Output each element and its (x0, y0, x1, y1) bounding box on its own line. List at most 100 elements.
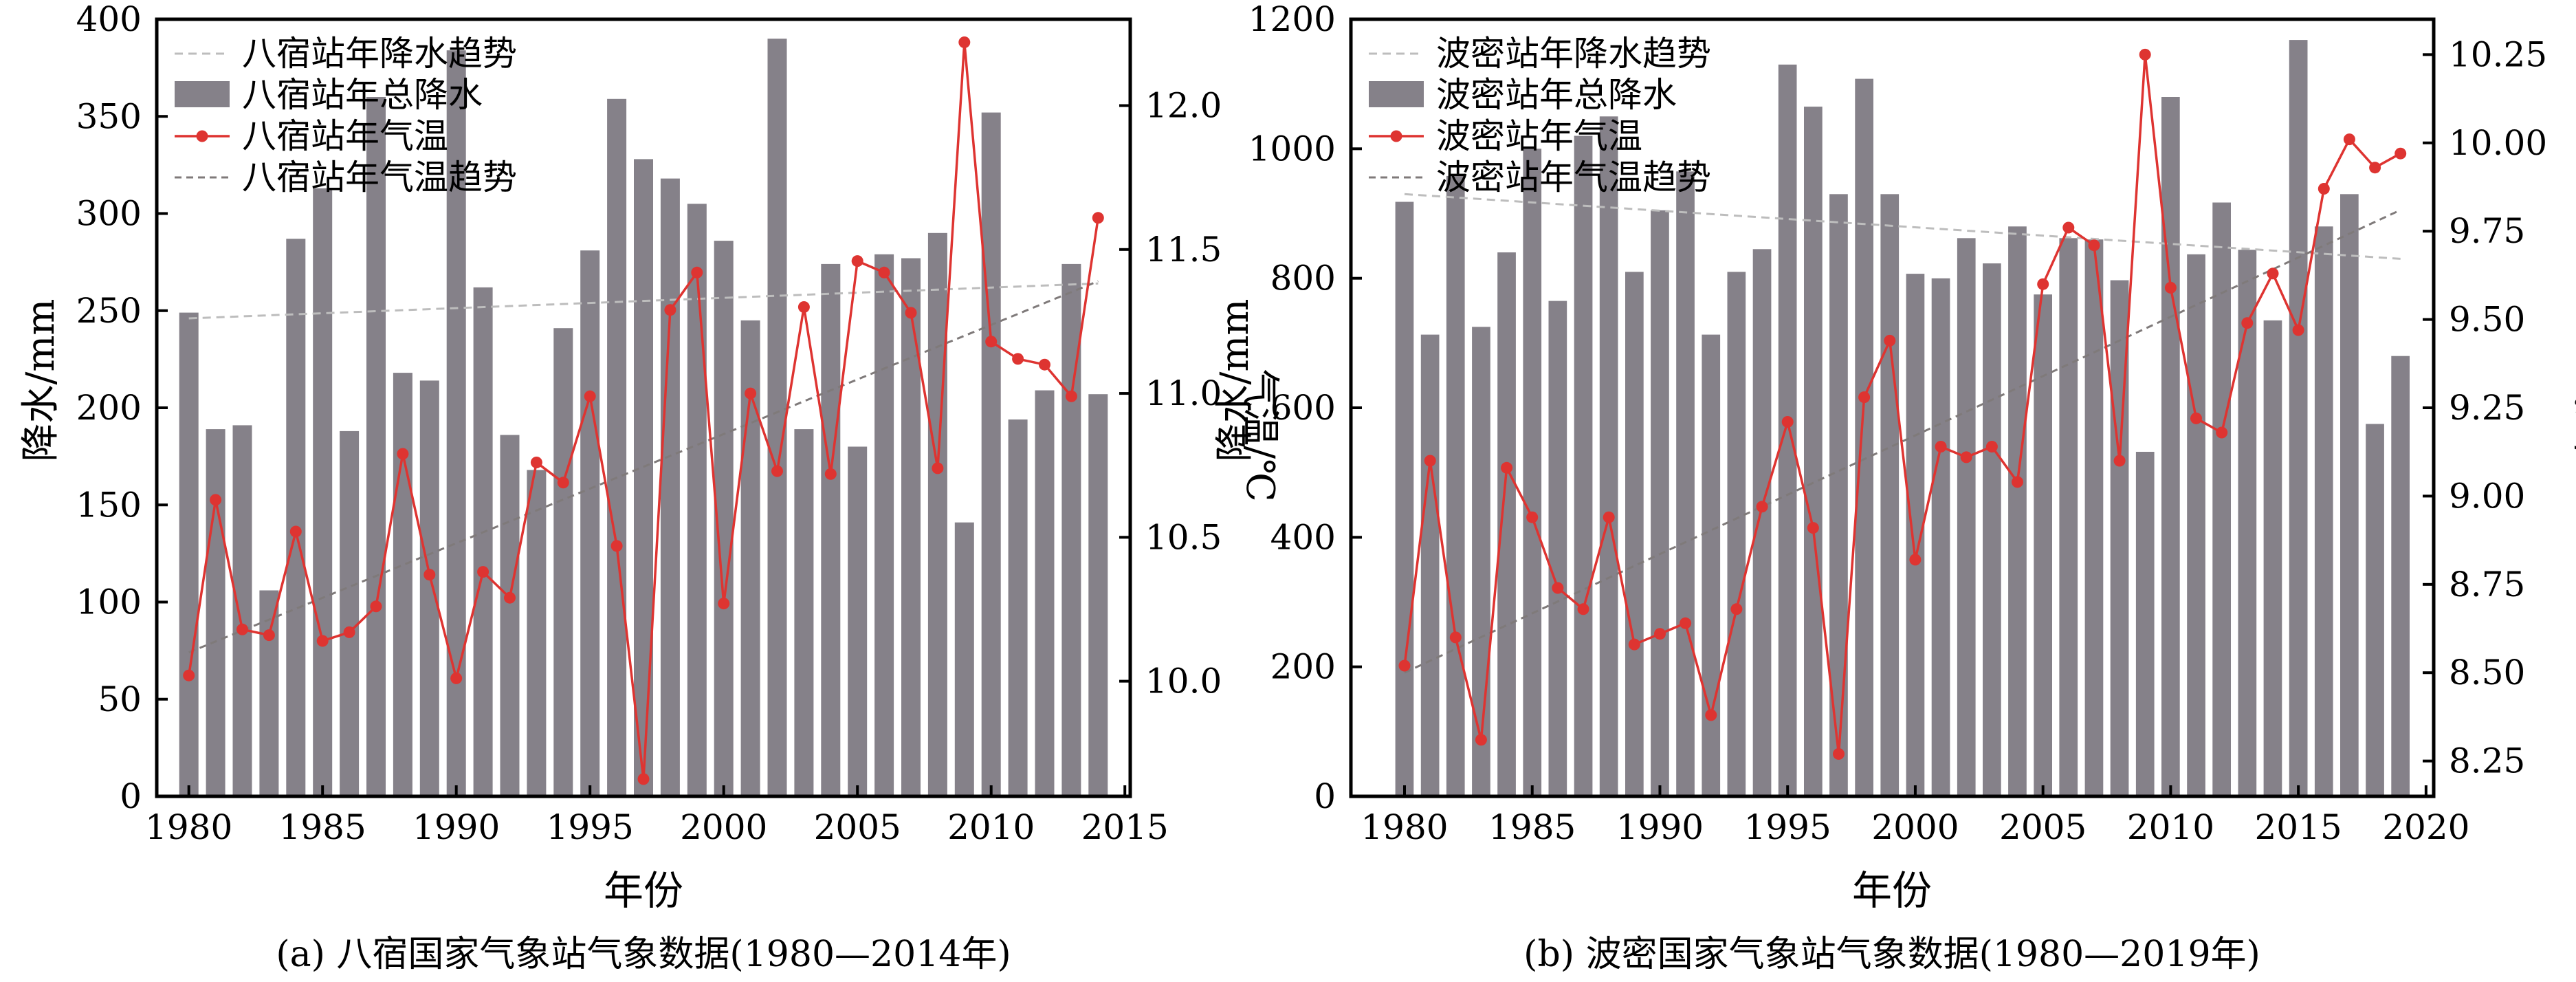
c0-precip-bar-1987 (366, 97, 386, 796)
c1-temp-point-2013 (2241, 317, 2254, 329)
c0-precip-bar-1984 (286, 239, 306, 796)
c1-temp-point-2002 (1960, 451, 1972, 463)
c0-precip-bar-2010 (981, 112, 1001, 797)
c0-precip-bar-1998 (660, 178, 680, 797)
c0-x-axis-label: 年份 (604, 867, 683, 914)
c0-x-tick-label: 2010 (947, 807, 1035, 847)
c0-x-tick-label: 1980 (145, 807, 232, 847)
c0-precip-bar-2005 (848, 446, 868, 796)
c1-y-left-tick-label: 1000 (1248, 129, 1336, 168)
c1-temp-point-1980 (1398, 659, 1411, 672)
c1-precip-bar-1992 (1702, 334, 1721, 797)
c1-temp-point-2015 (2292, 324, 2304, 336)
c0-precip-bar-1985 (313, 188, 333, 796)
c0-temp-point-1985 (316, 635, 329, 647)
c0-temp-point-2011 (1012, 353, 1024, 365)
c1-x-tick-label: 1980 (1361, 807, 1448, 847)
c1-y-right-tick-label: 8.25 (2449, 741, 2525, 781)
c0-precip-bar-1986 (340, 430, 360, 796)
c0-precip-bar-2011 (1008, 419, 1028, 796)
c1-legend-label: 波密站年气温趋势 (1436, 157, 1711, 197)
c0-precip-bar-2007 (901, 258, 921, 796)
c0-temp-point-1994 (557, 477, 569, 489)
c0-temp-point-2000 (718, 598, 730, 610)
c1-precip-bar-2018 (2366, 424, 2384, 796)
c0-y-right-tick-label: 12.0 (1145, 86, 1222, 126)
c0-precip-bar-2003 (794, 429, 814, 796)
c1-temp-point-2011 (2190, 412, 2202, 424)
c0-temp-point-2014 (1092, 212, 1104, 224)
c0-y-right-axis-label: 气温/℃ (1237, 369, 1282, 502)
c1-temp-point-1997 (1833, 748, 1845, 760)
c1-temp-point-1981 (1424, 455, 1436, 467)
c0-precip-bar-2002 (767, 39, 787, 797)
c1-temp-point-2010 (2164, 281, 2177, 294)
c1-precip-bar-1998 (1855, 78, 1873, 797)
c1-temp-point-2019 (2395, 147, 2407, 160)
c1-precip-bar-1995 (1778, 64, 1797, 796)
c1-x-tick-label: 1995 (1744, 807, 1831, 847)
c1-precip-bar-2011 (2187, 254, 2205, 796)
c0-y-left-tick-label: 150 (76, 485, 142, 525)
c1-legend-swatch-marker (1390, 130, 1402, 142)
c1-temp-point-2004 (2012, 476, 2023, 488)
c0-y-left-tick-label: 0 (120, 776, 142, 816)
c1-temp-point-2003 (1985, 441, 1998, 452)
c1-x-axis-label: 年份 (1852, 867, 1932, 914)
c1-y-right-tick-label: 10.00 (2449, 123, 2547, 163)
c1-legend-label: 波密站年气温 (1436, 116, 1642, 156)
c0-legend-label: 八宿站年气温 (242, 116, 448, 156)
c0-temp-point-2008 (932, 462, 944, 474)
chart-1: 1980 1985 1990 1995 2000 2005 2010 2015 2020 0 200… (1213, 0, 2576, 975)
chart-0: 1980 1985 1990 1995 2000 2005 2010 2015 0 50 100 15… (19, 0, 1282, 975)
c0-x-tick-label: 1995 (547, 807, 634, 847)
c1-precip-bar-2009 (2135, 452, 2155, 796)
c1-temp-point-1983 (1475, 734, 1487, 746)
c0-precip-bar-2014 (1088, 394, 1108, 796)
c1-precip-bar-1983 (1472, 327, 1490, 796)
c1-y-right-tick-label: 8.50 (2449, 653, 2525, 692)
c1-precip-bar-2015 (2289, 40, 2308, 797)
c1-x-tick-label: 2000 (1871, 807, 1959, 847)
c1-temp-point-1987 (1577, 603, 1589, 615)
c1-precip-bar-1996 (1804, 107, 1823, 797)
c1-temp-point-1985 (1526, 511, 1539, 523)
c1-temp-point-2006 (2062, 221, 2075, 234)
c1-temp-line (1403, 54, 2401, 754)
c1-y-left-tick-label: 600 (1270, 388, 1336, 428)
c1-x-tick-label: 1990 (1616, 807, 1704, 847)
c1-temp-point-2016 (2318, 183, 2330, 195)
c0-precip-bar-1983 (259, 590, 279, 796)
c0-y-left-tick-label: 200 (76, 388, 142, 428)
c0-temp-point-1998 (664, 304, 676, 316)
c0-precip-bar-2012 (1035, 390, 1055, 796)
c1-temp-point-2001 (1935, 441, 1947, 452)
c1-y-left-tick-label: 200 (1270, 647, 1336, 687)
c0-y-left-tick-label: 50 (98, 679, 142, 719)
c0-legend-label: 八宿站年气温趋势 (242, 157, 517, 197)
c1-temp-point-1982 (1449, 631, 1462, 644)
c1-precip-bar-1981 (1420, 334, 1440, 797)
c0-temp-point-2005 (851, 255, 863, 268)
c0-precip-bar-1995 (580, 250, 600, 796)
c0-precip-bar-1993 (527, 470, 547, 796)
c0-x-tick-label: 2000 (680, 807, 767, 847)
c1-temp-trend-line (1404, 209, 2401, 674)
c0-y-left-tick-label: 300 (76, 194, 142, 234)
c0-temp-point-1988 (397, 448, 409, 460)
c0-precip-bar-1982 (232, 425, 252, 796)
c1-temp-point-2008 (2113, 455, 2126, 467)
c1-temp-point-1995 (1781, 416, 1794, 428)
c1-precip-bar-2003 (1983, 263, 2001, 796)
c1-precip-bar-2019 (2391, 356, 2410, 796)
c0-precip-bar-1997 (634, 159, 653, 796)
c0-y-right-tick-label: 11.0 (1145, 373, 1222, 413)
c0-temp-point-1982 (236, 623, 248, 635)
c0-temp-point-1992 (504, 591, 516, 604)
c1-temp-point-1988 (1603, 511, 1615, 523)
c0-y-left-tick-label: 400 (76, 0, 142, 39)
c1-legend-label: 波密站年总降水 (1436, 75, 1677, 115)
c1-precip-bar-2014 (2263, 320, 2282, 796)
c0-temp-point-1983 (263, 629, 275, 642)
